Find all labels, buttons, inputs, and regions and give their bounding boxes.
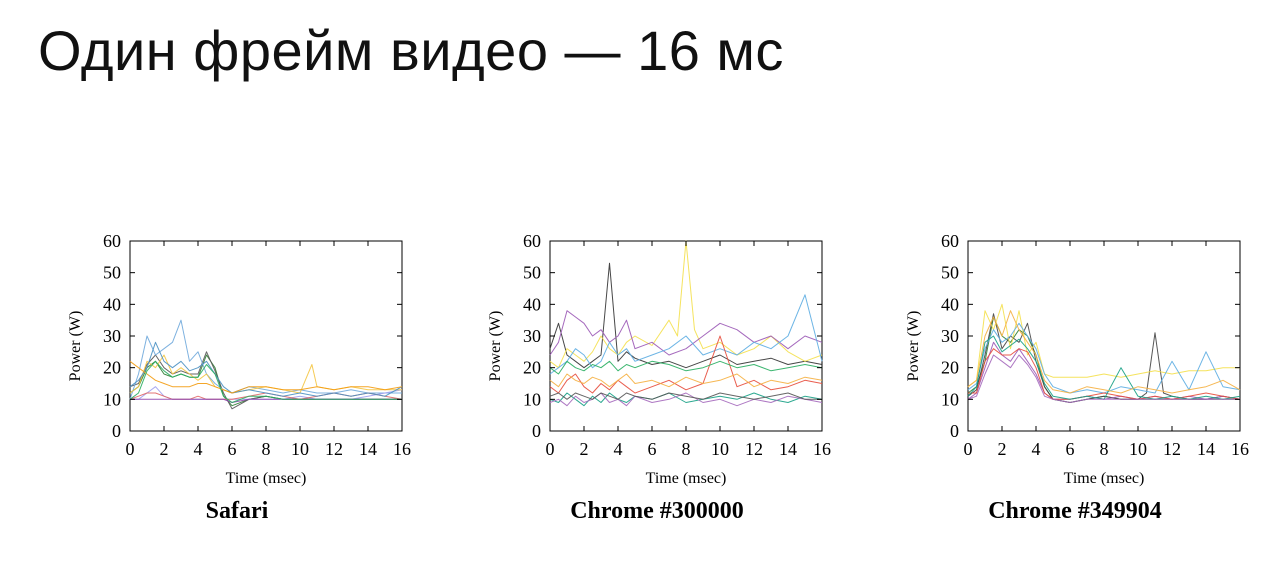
x-tick-label: 8: [682, 439, 691, 459]
y-tick-label: 10: [941, 389, 959, 409]
y-tick-label: 60: [523, 231, 541, 251]
y-axis-label: Power (W): [905, 311, 922, 382]
series-line-s2: [549, 240, 823, 369]
chart-title: Chrome #349904: [988, 498, 1162, 524]
y-tick-label: 40: [523, 294, 541, 314]
x-tick-label: 14: [359, 439, 377, 459]
series-line-s8: [549, 360, 823, 375]
chart-title: Safari: [205, 498, 269, 524]
x-tick-label: 0: [126, 439, 135, 459]
y-tick-label: 0: [112, 421, 121, 441]
y-tick-label: 20: [523, 358, 541, 378]
x-tick-label: 16: [813, 439, 831, 459]
series-line-s5: [549, 335, 823, 394]
y-tick-label: 20: [103, 358, 121, 378]
chart-chrome-300000: 0 10 20 30 40 50 60 0 2 4 6 8 10 12 14 16 Time (msec) Pow…: [462, 226, 842, 556]
x-tick-label: 8: [1100, 439, 1109, 459]
chart-svg: 0 10 20 30 40 50 60 0 2 4 6 8 10 12 14 16 Time (msec) Pow…: [905, 231, 1249, 487]
x-tick-label: 16: [393, 439, 411, 459]
series-line-s5: [129, 354, 402, 394]
x-tick-label: 14: [779, 439, 797, 459]
y-tick-label: 30: [941, 326, 959, 346]
series-line-s1: [549, 262, 823, 369]
series-line-s9: [129, 360, 403, 394]
series-line-s8: [967, 310, 1241, 394]
series-line-s3: [967, 303, 1240, 388]
plot-frame: [129, 240, 403, 432]
y-tick-label: 30: [103, 326, 121, 346]
y-tick-label: 40: [103, 294, 121, 314]
x-tick-label: 6: [228, 439, 237, 459]
x-tick-label: 8: [262, 439, 271, 459]
y-tick-label: 20: [941, 358, 959, 378]
series-line-s2: [967, 313, 1241, 403]
y-tick-label: 0: [532, 421, 541, 441]
x-tick-label: 10: [291, 439, 309, 459]
x-tick-label: 10: [711, 439, 729, 459]
y-tick-label: 60: [941, 231, 959, 251]
x-tick-label: 2: [160, 439, 169, 459]
y-tick-label: 40: [941, 294, 959, 314]
series-line-s10: [129, 360, 402, 403]
series-line-s9: [967, 354, 1240, 403]
x-tick-label: 0: [964, 439, 973, 459]
series-line-s7: [549, 392, 823, 407]
x-axis-label: Time (msec): [646, 470, 727, 487]
series-line-s3: [129, 319, 402, 400]
x-axis-label: Time (msec): [226, 470, 307, 487]
x-tick-label: 2: [998, 439, 1007, 459]
y-axis-label: Power (W): [487, 311, 504, 382]
chart-title: Chrome #300000: [570, 498, 744, 524]
slide-title: Один фрейм видео — 16 мс: [38, 19, 784, 82]
x-tick-label: 12: [745, 439, 763, 459]
series-line-s9: [549, 373, 823, 388]
x-tick-label: 2: [580, 439, 589, 459]
series-line-s5: [967, 322, 1241, 394]
y-tick-label: 10: [103, 389, 121, 409]
x-tick-label: 6: [1066, 439, 1075, 459]
y-tick-label: 50: [941, 263, 959, 283]
x-tick-label: 6: [648, 439, 657, 459]
chart-svg: 0 10 20 30 40 50 60 0 2 4 6 8 10 12 14 16 Time (msec) Pow…: [487, 231, 831, 487]
y-axis-label: Power (W): [67, 311, 84, 382]
x-tick-label: 4: [194, 439, 203, 459]
x-tick-label: 4: [614, 439, 623, 459]
x-tick-label: 12: [325, 439, 343, 459]
series-line-s10: [549, 392, 822, 400]
y-tick-label: 60: [103, 231, 121, 251]
chart-safari: 0 10 20 30 40 50 60 0 2 4 6 8 10 12 14 16 Time (msec) Pow…: [42, 226, 422, 556]
series-line-s2: [129, 351, 402, 410]
y-tick-label: 50: [103, 263, 121, 283]
chart-svg: 0 10 20 30 40 50 60 0 2 4 6 8 10 12 14 16 Time (msec) Pow…: [67, 231, 411, 487]
x-tick-label: 14: [1197, 439, 1215, 459]
y-tick-label: 30: [523, 326, 541, 346]
y-tick-label: 50: [523, 263, 541, 283]
x-tick-label: 12: [1163, 439, 1181, 459]
plot-frame: [967, 240, 1241, 432]
y-tick-label: 10: [523, 389, 541, 409]
series-line-s8: [129, 341, 403, 397]
series-line-s7: [967, 335, 1241, 400]
series-line-s4: [549, 294, 823, 375]
x-tick-label: 16: [1231, 439, 1249, 459]
chart-chrome-349904: 0 10 20 30 40 50 60 0 2 4 6 8 10 12 14 16 Time (msec) Pow…: [880, 226, 1260, 556]
series-line-s6: [549, 392, 823, 407]
y-tick-label: 0: [950, 421, 959, 441]
series-line-s3: [549, 310, 823, 356]
x-tick-label: 0: [546, 439, 555, 459]
x-tick-label: 10: [1129, 439, 1147, 459]
x-axis-label: Time (msec): [1064, 470, 1145, 487]
x-tick-label: 4: [1032, 439, 1041, 459]
series-line-s1: [129, 354, 402, 407]
